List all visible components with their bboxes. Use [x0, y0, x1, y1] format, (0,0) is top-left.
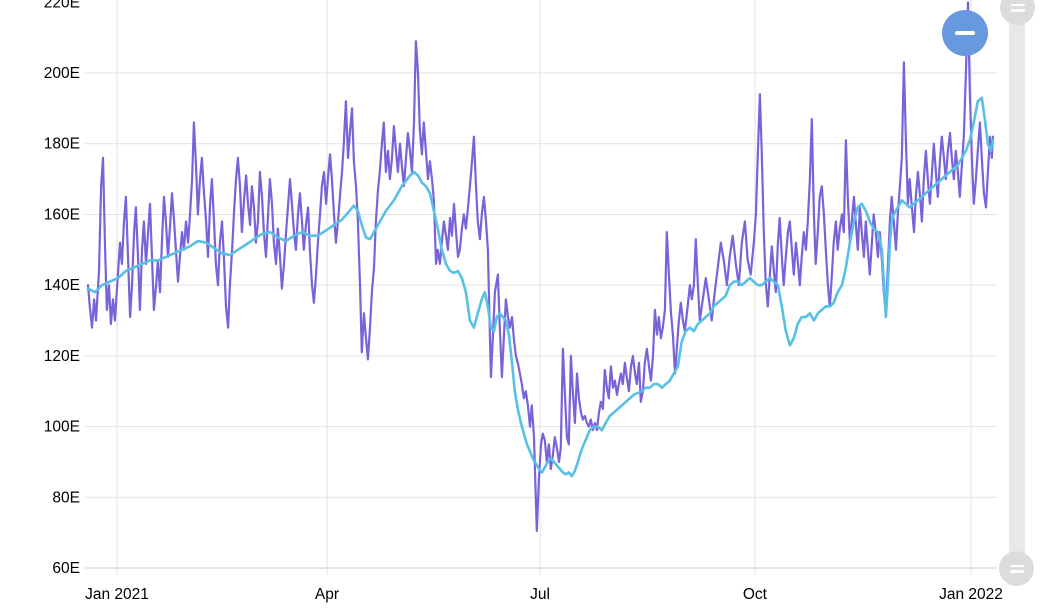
scrollbar-grip-bottom[interactable]	[999, 551, 1034, 586]
grip-lines-icon	[1010, 3, 1025, 6]
svg-text:140E: 140E	[44, 277, 80, 294]
grip-lines-icon	[1009, 564, 1024, 567]
grip-lines-icon	[1010, 9, 1025, 12]
svg-text:Oct: Oct	[743, 586, 768, 603]
svg-text:160E: 160E	[44, 206, 80, 223]
svg-text:200E: 200E	[44, 65, 80, 82]
svg-text:Jul: Jul	[530, 586, 550, 603]
minus-icon	[955, 31, 975, 35]
svg-text:80E: 80E	[52, 489, 80, 506]
svg-text:Jan 2021: Jan 2021	[85, 586, 149, 603]
series-cyan	[86, 96, 995, 478]
svg-text:180E: 180E	[44, 136, 80, 153]
grip-lines-icon	[1009, 570, 1024, 573]
svg-text:Jan 2022: Jan 2022	[939, 586, 1003, 603]
svg-text:220E: 220E	[44, 0, 80, 11]
svg-text:Apr: Apr	[315, 586, 339, 603]
svg-text:60E: 60E	[52, 560, 80, 577]
zoom-out-button[interactable]	[942, 10, 988, 56]
svg-text:120E: 120E	[44, 348, 80, 365]
vertical-scrollbar-track[interactable]	[1009, 5, 1025, 569]
series-purple	[86, 1, 995, 533]
svg-text:100E: 100E	[44, 419, 80, 436]
